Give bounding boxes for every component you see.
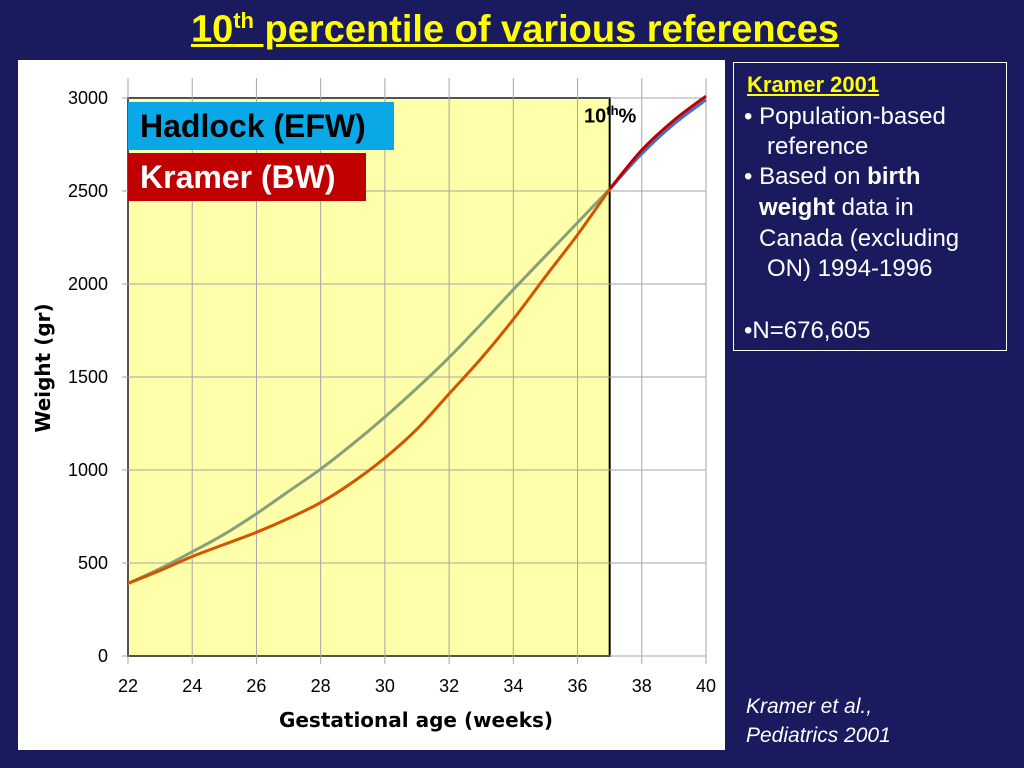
- y-tick-label: 500: [78, 553, 108, 573]
- info-line-6: ON) 1994-1996: [767, 255, 933, 282]
- info-line-5: Canada (excluding: [759, 225, 960, 252]
- info-line-4-rest: data in: [835, 194, 914, 221]
- x-tick-label: 26: [246, 676, 266, 696]
- citation-line-1: Kramer et al.,: [746, 695, 873, 718]
- info-line-3-pre: • Based on: [744, 163, 868, 190]
- x-tick-label: 30: [375, 676, 395, 696]
- info-line-7: •N=676,605: [744, 317, 871, 344]
- x-tick-label: 28: [311, 676, 331, 696]
- x-tick-label: 38: [632, 676, 652, 696]
- y-tick-label: 1000: [68, 460, 108, 480]
- info-line-3: • Based on birth: [744, 161, 920, 192]
- x-tick-label: 36: [568, 676, 588, 696]
- percentile-main: 10: [584, 105, 607, 128]
- title-rest: percentile of various references: [254, 8, 840, 51]
- x-axis-label: Gestational age (weeks): [279, 708, 553, 732]
- info-line-2: reference: [767, 133, 869, 160]
- info-line-3-bold: birth: [867, 163, 921, 190]
- info-line-4-bold: weight: [759, 194, 835, 221]
- y-tick-label: 2500: [68, 181, 108, 201]
- y-tick-label: 2000: [68, 274, 108, 294]
- legend-kramer: Kramer (BW): [128, 153, 366, 201]
- title-main: 10: [190, 8, 234, 51]
- y-tick-label: 3000: [68, 88, 108, 108]
- percentile-label: 10th%: [584, 103, 636, 129]
- y-tick-label: 0: [98, 646, 108, 666]
- x-tick-label: 40: [696, 676, 716, 696]
- slide-title: 10th percentile of various references: [0, 8, 1024, 52]
- kramer-series-line: [127, 188, 611, 585]
- info-box: Kramer 2001 • Population-based reference…: [733, 62, 1007, 351]
- hadlock-series-line: [127, 188, 611, 585]
- y-tick-label: 1500: [68, 367, 108, 387]
- y-axis-label: Weight (gr): [31, 303, 55, 432]
- tail-red-series-line: [608, 94, 707, 191]
- info-title: Kramer 2001: [747, 72, 880, 97]
- x-tick-label: 34: [503, 676, 523, 696]
- citation-line-2: Pediatrics 2001: [746, 724, 891, 747]
- x-tick-label: 32: [439, 676, 459, 696]
- percentile-rest: %: [618, 105, 637, 128]
- info-line-4: weight data in: [759, 192, 914, 223]
- info-line-1: • Population-based: [744, 103, 946, 130]
- x-tick-label: 22: [118, 676, 138, 696]
- percentile-sup: th: [606, 103, 619, 118]
- title-superscript: th: [233, 8, 254, 33]
- chart-panel: 22 24 26 28 30 32 34 36 38 40 0 500 1000 1500 2000 2500…: [18, 60, 725, 750]
- citation: Kramer et al., Pediatrics 2001: [746, 692, 891, 750]
- legend-hadlock: Hadlock (EFW): [128, 102, 394, 150]
- x-tick-label: 24: [182, 676, 202, 696]
- weight-chart: 22 24 26 28 30 32 34 36 38 40 0 500 1000 1500 2000 2500…: [31, 78, 716, 732]
